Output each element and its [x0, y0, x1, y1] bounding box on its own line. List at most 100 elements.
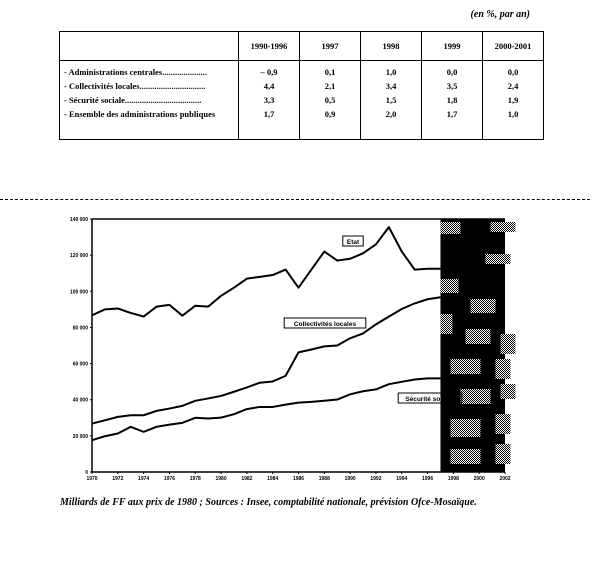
- header-empty: [59, 31, 239, 61]
- data-point: [207, 306, 209, 308]
- x-tick-label: 1998: [448, 476, 459, 482]
- table-unit-note: (en %, par an): [470, 9, 530, 20]
- cell-value: 1,0: [482, 107, 544, 140]
- data-point: [284, 403, 287, 406]
- data-point: [323, 345, 325, 348]
- data-point: [246, 386, 248, 389]
- data-point: [246, 278, 248, 280]
- data-point: [297, 351, 300, 353]
- series-label: Sécurité sociale: [397, 392, 463, 404]
- data-point: [439, 377, 442, 379]
- y-tick-label: 140 000: [70, 217, 88, 223]
- data-point: [104, 419, 106, 421]
- data-point: [117, 432, 119, 435]
- y-tick-label: 40 000: [73, 398, 89, 404]
- forecast-texture-block: [460, 389, 491, 404]
- column-header: 2000-2001: [482, 31, 544, 61]
- data-point: [297, 402, 300, 404]
- cell-value: 0,0: [482, 60, 544, 79]
- data-point: [91, 422, 93, 425]
- data-point: [155, 410, 158, 412]
- data-point: [401, 308, 403, 310]
- data-point: [181, 405, 183, 407]
- data-point: [259, 276, 261, 278]
- cell-value: 1,9: [482, 93, 544, 107]
- data-point: [168, 407, 171, 410]
- data-point: [233, 413, 235, 415]
- x-tick-label: 1992: [370, 476, 381, 482]
- forecast-texture-block: [490, 222, 516, 232]
- data-point: [323, 250, 325, 253]
- forecast-texture-block: [495, 444, 511, 464]
- data-point: [194, 305, 196, 307]
- data-point: [375, 243, 377, 245]
- series-label: Collectivités locales: [283, 317, 367, 329]
- x-tick-label: 1982: [241, 476, 252, 482]
- x-tick-label: 2002: [499, 476, 510, 482]
- x-tick-label: 1986: [293, 476, 304, 482]
- data-point: [155, 306, 158, 308]
- forecast-texture-block: [440, 314, 453, 334]
- growth-table: 1990-1996 1997 1998 1999 2000-2001 - Adm…: [59, 31, 544, 140]
- data-point: [194, 400, 196, 402]
- data-point: [259, 406, 261, 408]
- data-point: [168, 304, 171, 306]
- series-label-box: [283, 317, 367, 329]
- series-label-box: [342, 235, 364, 247]
- x-tick-label: 1984: [267, 476, 278, 482]
- data-point: [439, 296, 442, 298]
- data-point: [284, 375, 287, 377]
- forecast-texture-block: [440, 222, 461, 234]
- data-point: [91, 314, 93, 316]
- data-point: [284, 269, 287, 271]
- data-point: [117, 307, 119, 310]
- data-point: [117, 416, 119, 418]
- forecast-texture-block: [465, 329, 491, 344]
- x-tick-label: 1970: [86, 476, 97, 482]
- data-point: [414, 302, 416, 304]
- data-point: [220, 395, 222, 397]
- data-point: [194, 417, 196, 419]
- data-point: [349, 258, 351, 260]
- data-point: [143, 431, 145, 433]
- series-line: [91, 226, 441, 318]
- data-point: [130, 312, 132, 314]
- cell-value: 1,7: [421, 107, 483, 140]
- data-point: [143, 315, 145, 318]
- data-point: [272, 274, 274, 276]
- forecast-texture-block: [495, 414, 511, 434]
- data-point: [426, 268, 429, 270]
- data-point: [310, 401, 313, 403]
- data-point: [233, 391, 235, 393]
- x-tick-label: 1976: [164, 476, 175, 482]
- series-label: Etat: [342, 235, 364, 247]
- y-tick-label: 100 000: [70, 289, 88, 295]
- data-point: [426, 298, 429, 300]
- data-point: [349, 337, 351, 339]
- y-tick-label: 0: [85, 470, 88, 476]
- data-point: [426, 377, 429, 379]
- data-point: [336, 398, 338, 401]
- data-point: [272, 406, 274, 408]
- data-point: [362, 332, 364, 334]
- y-tick-label: 20 000: [73, 434, 89, 440]
- x-tick-label: 1994: [396, 476, 407, 482]
- data-point: [336, 259, 338, 262]
- table-row: - Ensemble des administrations publiques…: [59, 107, 544, 140]
- data-point: [401, 250, 403, 253]
- series-label-text: Etat: [347, 239, 360, 246]
- table-header-row: 1990-1996 1997 1998 1999 2000-2001: [59, 31, 544, 61]
- data-point: [130, 414, 132, 416]
- data-point: [168, 424, 171, 426]
- forecast-texture-block: [495, 359, 511, 379]
- x-tick-label: 1974: [138, 476, 149, 482]
- data-point: [181, 315, 183, 317]
- series-label-text: Sécurité sociale: [405, 396, 455, 403]
- y-tick-label: 120 000: [70, 253, 88, 259]
- cell-value: 2,4: [482, 79, 544, 93]
- data-point: [181, 422, 183, 424]
- forecast-texture-block: [500, 384, 516, 399]
- data-point: [104, 435, 106, 437]
- forecast-texture-block: [450, 359, 481, 374]
